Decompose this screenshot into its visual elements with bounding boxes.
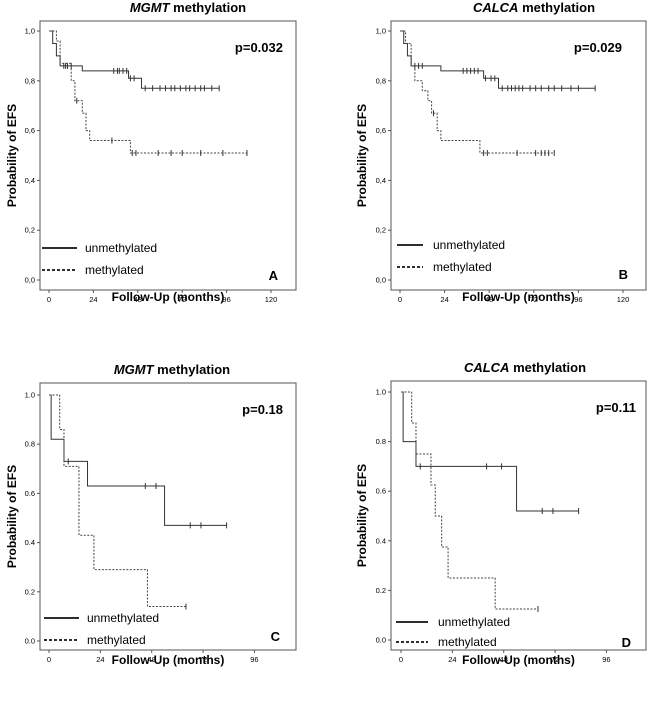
- x-tick-label: 72: [551, 655, 559, 664]
- x-tick-label: 48: [148, 655, 156, 664]
- chart-title-rest: methylation: [170, 0, 247, 15]
- km-curve-methylated: [49, 30, 247, 154]
- y-tick-label: 0,8: [25, 76, 35, 85]
- x-axis-label: Follow-Up (months): [462, 290, 575, 304]
- x-tick-label: 0: [399, 655, 403, 664]
- y-axis-label: Probability of EFS: [355, 104, 369, 207]
- y-axis-label: Probability of EFS: [5, 104, 19, 207]
- y-tick-label: 0.0: [25, 637, 35, 646]
- y-tick-label: 0,6: [376, 126, 386, 135]
- chart-title-gene: MGMT: [130, 0, 171, 15]
- chart-title-gene: MGMT: [114, 362, 155, 377]
- legend-label-unmethylated: unmethylated: [85, 241, 157, 255]
- x-tick-label: 96: [222, 295, 230, 304]
- panel-letter: C: [271, 629, 281, 644]
- x-axis-label: Follow-Up (months): [112, 653, 225, 667]
- x-tick-label: 72: [530, 295, 538, 304]
- chart-title-rest: methylation: [509, 360, 586, 375]
- y-tick-label: 1.0: [25, 391, 35, 400]
- x-tick-label: 0: [47, 655, 51, 664]
- y-tick-label: 0.2: [25, 587, 35, 596]
- y-tick-label: 0,0: [376, 276, 386, 285]
- chart-title: CALCA methylation: [464, 360, 586, 375]
- y-tick-label: 0.4: [25, 538, 35, 547]
- legend-label-methylated: methylated: [438, 635, 497, 649]
- p-value: p=0.11: [596, 400, 636, 415]
- y-tick-label: 0,2: [25, 226, 35, 235]
- y-tick-label: 0.4: [376, 536, 386, 545]
- plot-frame: [390, 20, 647, 291]
- x-tick-label: 48: [500, 655, 508, 664]
- y-tick-label: 0,8: [376, 76, 386, 85]
- p-value: p=0.18: [242, 402, 283, 417]
- x-tick-label: 120: [617, 295, 630, 304]
- y-tick-label: 0.6: [376, 487, 386, 496]
- panel-b: CALCA methylation 0,0 0,2 0,4 0,6 0,8 1,0 0 24 48…: [355, 0, 647, 304]
- chart-title-gene: CALCA: [464, 360, 510, 375]
- p-value: p=0.029: [574, 40, 622, 55]
- x-tick-label: 24: [440, 295, 448, 304]
- y-tick-label: 1.0: [376, 388, 386, 397]
- panel-c: MGMT methylation 0.0 0.2 0.4 0.6 0.8 1.0 0 24 48 7…: [5, 362, 297, 667]
- x-tick-label: 24: [96, 655, 104, 664]
- km-curve-methylated: [401, 391, 538, 610]
- panel-letter: A: [269, 268, 279, 283]
- legend-label-unmethylated: unmethylated: [438, 615, 510, 629]
- km-curve-unmethylated: [400, 30, 596, 89]
- legend-label-methylated: methylated: [433, 260, 492, 274]
- plot-frame: [39, 20, 297, 291]
- y-tick-label: 1,0: [25, 27, 35, 36]
- y-axis-label: Probability of EFS: [355, 464, 369, 567]
- x-tick-label: 48: [134, 295, 142, 304]
- x-axis-label: Follow-Up (months): [112, 290, 225, 304]
- x-tick-label: 96: [250, 655, 258, 664]
- chart-title: MGMT methylation: [130, 0, 246, 15]
- chart-title-rest: methylation: [518, 0, 595, 15]
- y-tick-label: 0.8: [376, 437, 386, 446]
- y-tick-label: 0.2: [376, 586, 386, 595]
- legend-label-methylated: methylated: [85, 263, 144, 277]
- panel-letter: B: [619, 267, 628, 282]
- y-tick-label: 0,4: [376, 176, 386, 185]
- y-tick-label: 0,6: [25, 126, 35, 135]
- x-tick-label: 24: [89, 295, 97, 304]
- x-tick-label: 72: [199, 655, 207, 664]
- y-tick-label: 0.8: [25, 440, 35, 449]
- x-tick-label: 0: [47, 295, 51, 304]
- panel-letter: D: [622, 635, 631, 650]
- x-tick-label: 48: [485, 295, 493, 304]
- y-tick-label: 0,0: [25, 276, 35, 285]
- chart-title: CALCA methylation: [473, 0, 595, 15]
- x-axis-label: Follow-Up (months): [462, 653, 575, 667]
- panel-d: CALCA methylation 0.0 0.2 0.4 0.6 0.8 1.0 0 24 48…: [355, 360, 647, 667]
- x-tick-label: 120: [265, 295, 278, 304]
- legend-label-unmethylated: unmethylated: [87, 611, 159, 625]
- x-tick-label: 96: [574, 295, 582, 304]
- x-tick-label: 72: [178, 295, 186, 304]
- chart-title: MGMT methylation: [114, 362, 230, 377]
- plot-frame: [390, 380, 647, 651]
- y-tick-label: 0,4: [25, 176, 35, 185]
- chart-title-rest: methylation: [154, 362, 231, 377]
- y-tick-label: 1,0: [376, 27, 386, 36]
- legend-label-unmethylated: unmethylated: [433, 238, 505, 252]
- km-curve-unmethylated: [49, 394, 227, 526]
- panel-a: MGMT methylation 0,0 0,2 0,4 0,6 0,8 1,0 0 24 48 7…: [5, 0, 297, 304]
- chart-title-gene: CALCA: [473, 0, 519, 15]
- legend-label-methylated: methylated: [87, 633, 146, 647]
- x-tick-label: 0: [398, 295, 402, 304]
- km-curve-methylated: [400, 30, 555, 154]
- x-tick-label: 24: [448, 655, 456, 664]
- y-axis-label: Probability of EFS: [5, 465, 19, 568]
- km-curve-methylated: [49, 394, 186, 608]
- x-tick-label: 96: [602, 655, 610, 664]
- km-curve-unmethylated: [401, 391, 579, 512]
- p-value: p=0.032: [235, 40, 283, 55]
- y-tick-label: 0,2: [376, 226, 386, 235]
- y-tick-label: 0.0: [376, 636, 386, 645]
- y-tick-label: 0.6: [25, 489, 35, 498]
- plot-frame: [39, 382, 297, 651]
